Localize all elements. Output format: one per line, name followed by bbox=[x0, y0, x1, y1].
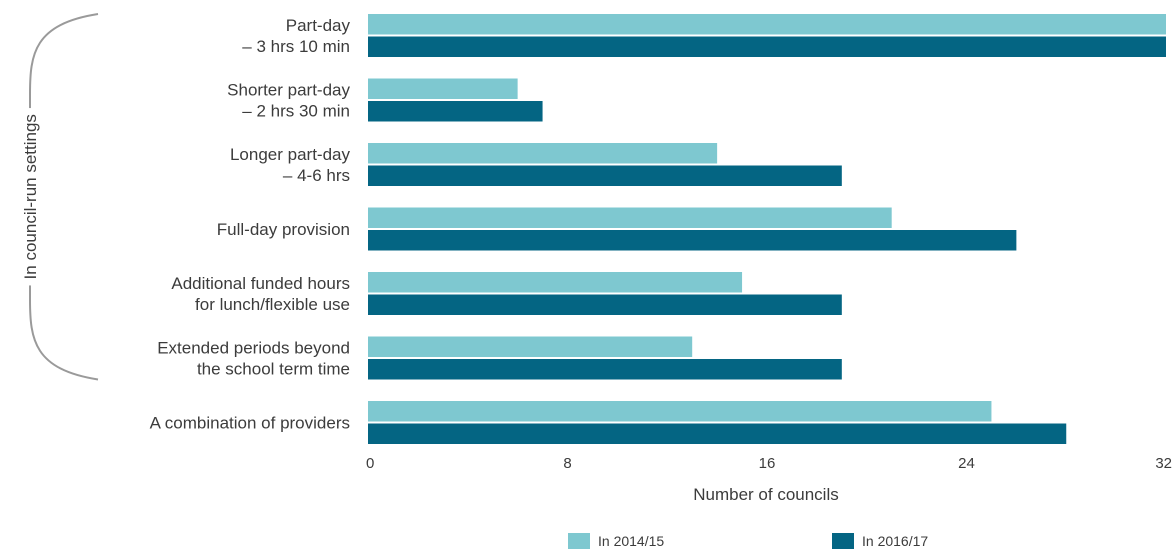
bar-series2-cat4 bbox=[368, 294, 842, 315]
category-label: Shorter part-day bbox=[227, 81, 350, 100]
x-tick-label: 32 bbox=[1155, 455, 1172, 472]
x-tick-labels: 0 8 16 24 32 bbox=[366, 455, 1172, 472]
legend-swatch bbox=[832, 533, 854, 549]
category-label: A combination of providers bbox=[150, 414, 350, 433]
legend-label: In 2014/15 bbox=[598, 533, 664, 549]
category-label: the school term time bbox=[197, 360, 350, 379]
category-label: Part-day bbox=[286, 16, 351, 35]
bar-series2-cat1 bbox=[368, 101, 543, 122]
x-axis-title: Number of councils bbox=[693, 485, 839, 504]
category-label: Full-day provision bbox=[217, 220, 350, 239]
group-label-backdrop bbox=[19, 108, 41, 286]
bar-series1-cat4 bbox=[368, 272, 743, 293]
group-annotation-label: In council-run settings bbox=[21, 114, 40, 279]
bar-series2-cat3 bbox=[368, 230, 1017, 251]
legend: In 2014/15 In 2016/17 bbox=[568, 533, 928, 549]
category-label: – 4-6 hrs bbox=[283, 166, 350, 185]
legend-label: In 2016/17 bbox=[862, 533, 928, 549]
bar-series1-cat3 bbox=[368, 207, 892, 228]
category-label: Longer part-day bbox=[230, 145, 351, 164]
category-label: – 2 hrs 30 min bbox=[242, 102, 350, 121]
bar-series2-cat6 bbox=[368, 423, 1067, 444]
bar-series2-cat5 bbox=[368, 359, 842, 380]
category-label: Additional funded hours bbox=[171, 274, 350, 293]
legend-swatch bbox=[568, 533, 590, 549]
x-tick-label: 24 bbox=[958, 455, 975, 472]
category-label: for lunch/flexible use bbox=[195, 295, 350, 314]
category-labels: Part-day – 3 hrs 10 min Shorter part-day – … bbox=[150, 16, 351, 433]
x-tick-label: 16 bbox=[759, 455, 776, 472]
category-label: – 3 hrs 10 min bbox=[242, 37, 350, 56]
group-annotation: In council-run settings bbox=[19, 13, 99, 381]
bar-series1-cat0 bbox=[368, 14, 1166, 35]
x-tick-label: 8 bbox=[563, 455, 571, 472]
bar-series1-cat6 bbox=[368, 401, 992, 422]
category-label: Extended periods beyond bbox=[157, 339, 350, 358]
bars-layer bbox=[368, 14, 1166, 444]
bar-series1-cat2 bbox=[368, 143, 718, 164]
bar-series1-cat1 bbox=[368, 78, 518, 99]
bar-series1-cat5 bbox=[368, 336, 693, 357]
bar-series2-cat2 bbox=[368, 165, 842, 186]
x-tick-label: 0 bbox=[366, 455, 374, 472]
bar-series2-cat0 bbox=[368, 36, 1166, 57]
